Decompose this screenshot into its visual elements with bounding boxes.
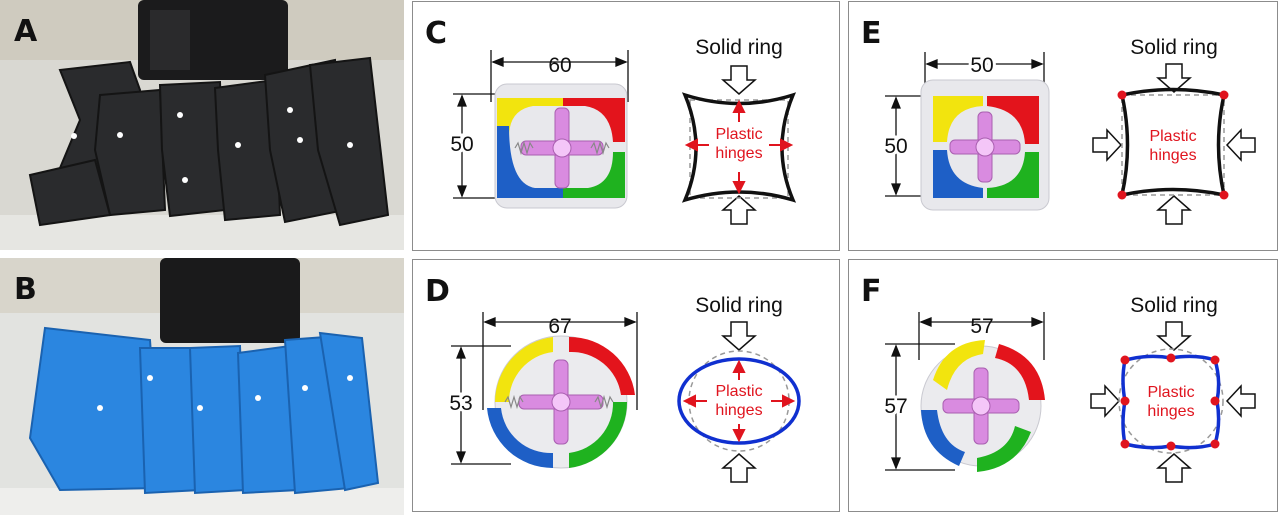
- panel-label-a: A: [14, 14, 37, 49]
- photo-panel-a: A: [0, 0, 404, 250]
- panel-f-width-dim: 57: [970, 315, 993, 338]
- black-robot-photo: [0, 0, 404, 250]
- panel-label-c: C: [425, 16, 447, 51]
- panel-e-width-dim: 50: [970, 54, 993, 77]
- panel-label-b: B: [14, 272, 37, 307]
- panel-f-hinge-line2: hinges: [1147, 403, 1194, 420]
- panel-e-height-dim: 50: [884, 135, 907, 158]
- panel-c-hinge-line1: Plastic: [715, 126, 762, 143]
- panel-d-width-dim: 67: [548, 315, 571, 338]
- panel-e-drawing: Solid ring Plastic hinges 50 50: [881, 36, 1256, 225]
- panel-d-ring-title: Solid ring: [695, 294, 783, 317]
- panel-f-ring-title: Solid ring: [1130, 294, 1218, 317]
- panel-e-hinge-line1: Plastic: [1149, 128, 1196, 145]
- panel-label-f: F: [861, 274, 881, 309]
- panel-label-d: D: [425, 274, 450, 309]
- panel-f-hinge-line1: Plastic: [1147, 384, 1194, 401]
- panel-c-drawing: Solid ring Plastic hinges 60 50: [447, 36, 797, 225]
- diagram-panel-c: Solid ring Plastic hinges 60 50 C: [412, 1, 840, 251]
- panel-label-e: E: [861, 16, 881, 51]
- blue-robot-photo: [0, 258, 404, 515]
- panel-e-hinge-line2: hinges: [1149, 147, 1196, 164]
- diagram-panel-d: Solid ring Plastic hinges 67 53 D: [412, 259, 840, 512]
- panel-c-width-dim: 60: [548, 54, 571, 77]
- photo-panel-b: B: [0, 258, 404, 515]
- panel-d-height-dim: 53: [449, 392, 472, 415]
- panel-f-drawing: Solid ring Plastic hinges 57 57: [881, 294, 1256, 483]
- panel-d-hinge-line1: Plastic: [715, 383, 762, 400]
- panel-c-height-dim: 50: [450, 133, 473, 156]
- panel-c-hinge-line2: hinges: [715, 145, 762, 162]
- panel-d-drawing: Solid ring Plastic hinges 67 53: [446, 294, 801, 483]
- diagram-panel-e: Solid ring Plastic hinges 50 50 E: [848, 1, 1278, 251]
- panel-f-height-dim: 57: [884, 395, 907, 418]
- diagram-panel-f: Solid ring Plastic hinges 57 57 F: [848, 259, 1278, 512]
- panel-d-hinge-line2: hinges: [715, 402, 762, 419]
- panel-c-ring-title: Solid ring: [695, 36, 783, 59]
- panel-e-ring-title: Solid ring: [1130, 36, 1218, 59]
